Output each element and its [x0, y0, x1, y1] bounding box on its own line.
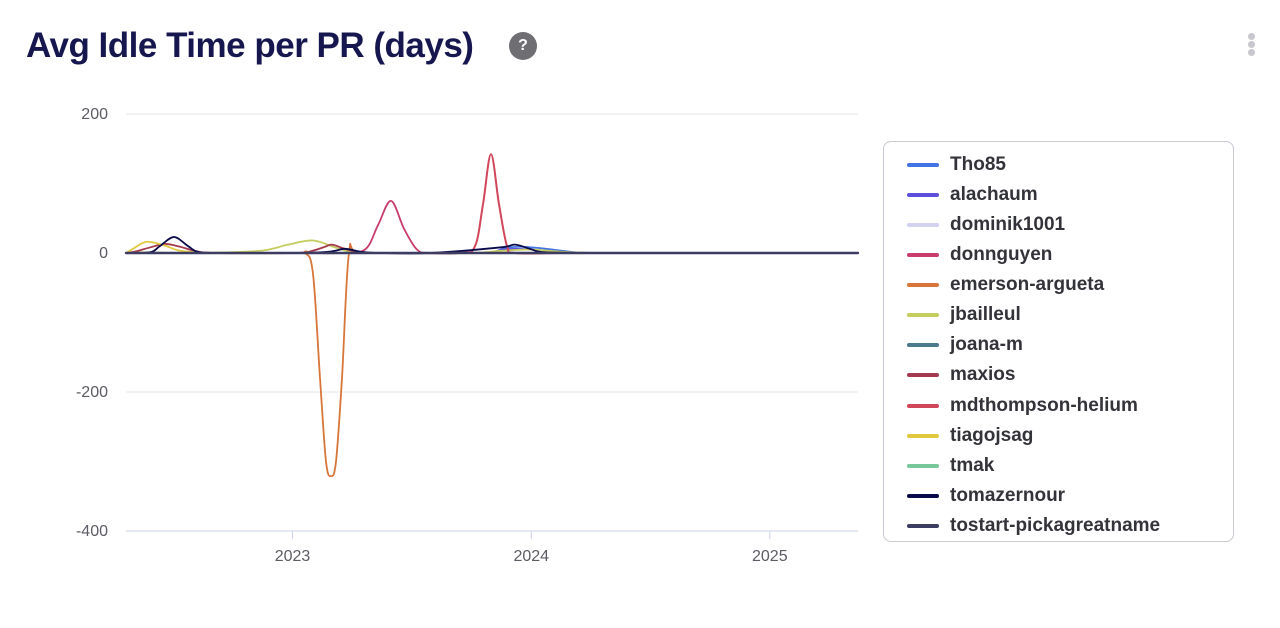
svg-text:0: 0	[99, 245, 108, 262]
svg-text:2025: 2025	[752, 548, 788, 565]
svg-text:-400: -400	[76, 523, 108, 540]
svg-text:200: 200	[81, 106, 108, 123]
svg-text:-200: -200	[76, 384, 108, 401]
svg-text:2024: 2024	[513, 548, 549, 565]
svg-text:2023: 2023	[275, 548, 311, 565]
